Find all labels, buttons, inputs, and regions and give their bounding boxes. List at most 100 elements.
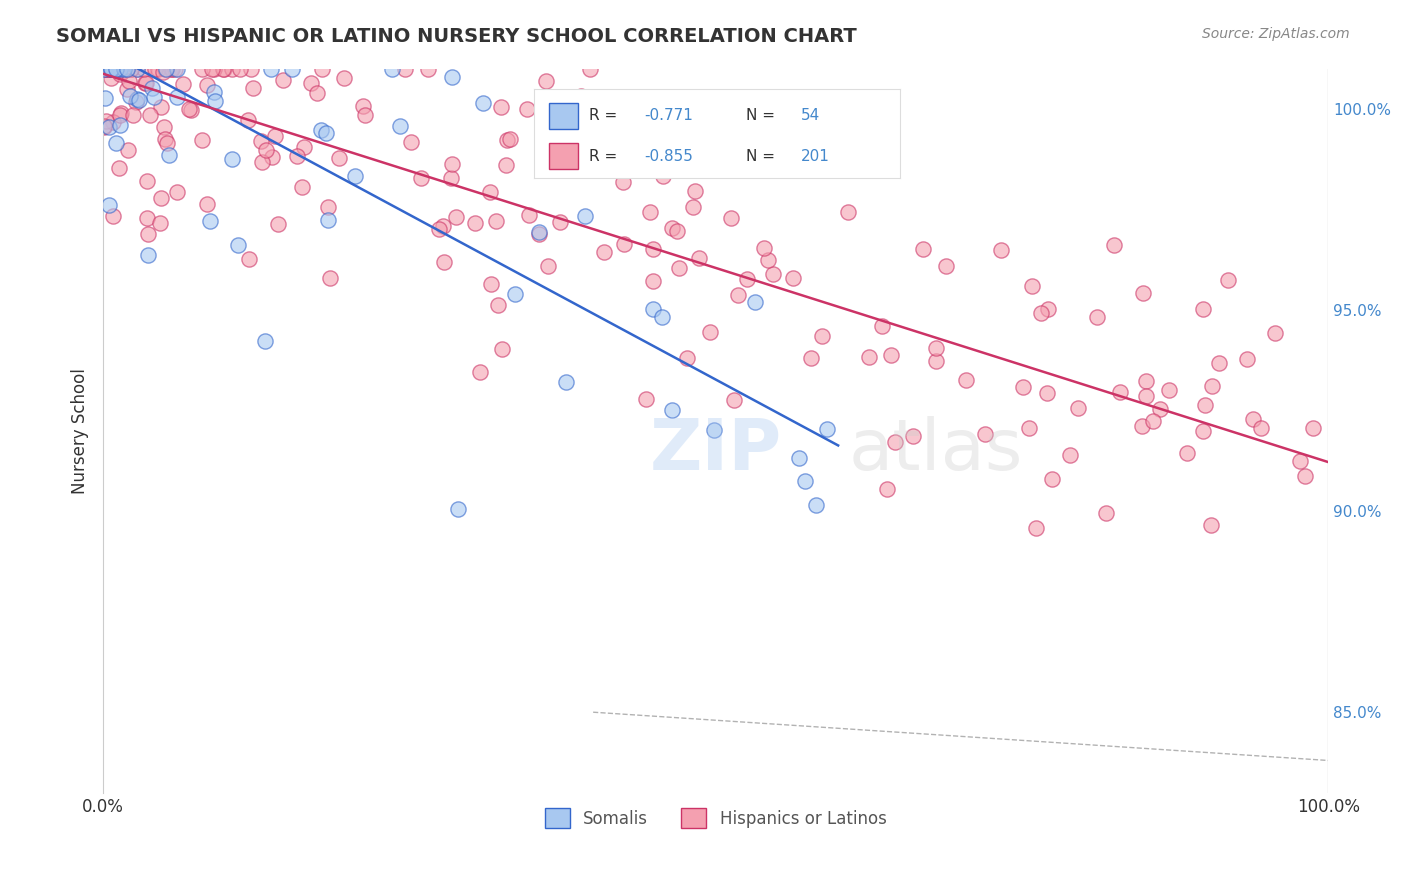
Hispanics or Latinos — [1289, 454, 1312, 468]
Hispanics or Latinos — [636, 392, 658, 406]
Hispanics or Latinos — [884, 434, 907, 449]
Hispanics or Latinos — [93, 119, 115, 133]
Hispanics or Latinos — [433, 255, 456, 269]
Hispanics or Latinos — [699, 325, 721, 339]
Somalis — [381, 62, 404, 76]
Hispanics or Latinos — [1201, 518, 1223, 533]
Hispanics or Latinos — [134, 76, 156, 90]
Hispanics or Latinos — [1040, 472, 1063, 486]
Hispanics or Latinos — [1018, 420, 1040, 434]
Somalis — [202, 85, 225, 99]
Hispanics or Latinos — [668, 260, 690, 275]
Hispanics or Latinos — [136, 227, 159, 241]
Somalis — [128, 93, 150, 107]
Hispanics or Latinos — [762, 267, 785, 281]
Hispanics or Latinos — [614, 124, 637, 138]
Hispanics or Latinos — [495, 158, 517, 172]
Somalis — [100, 62, 122, 76]
Hispanics or Latinos — [810, 329, 832, 343]
Hispanics or Latinos — [1132, 285, 1154, 300]
Hispanics or Latinos — [153, 120, 176, 134]
Hispanics or Latinos — [641, 242, 664, 256]
Hispanics or Latinos — [191, 62, 214, 76]
Somalis — [155, 62, 177, 76]
Somalis — [125, 62, 148, 76]
Hispanics or Latinos — [1085, 310, 1108, 325]
Hispanics or Latinos — [305, 86, 328, 100]
Somalis — [166, 62, 188, 76]
Somalis — [554, 375, 576, 389]
Somalis — [527, 225, 550, 239]
Hispanics or Latinos — [491, 342, 513, 356]
Hispanics or Latinos — [93, 120, 115, 135]
Somalis — [260, 62, 283, 76]
Hispanics or Latinos — [120, 62, 142, 76]
Hispanics or Latinos — [122, 108, 145, 122]
Somalis — [108, 118, 131, 132]
Somalis — [641, 301, 664, 316]
Somalis — [98, 198, 121, 212]
Hispanics or Latinos — [665, 224, 688, 238]
Text: R =: R = — [589, 109, 623, 123]
Hispanics or Latinos — [911, 242, 934, 256]
Hispanics or Latinos — [440, 170, 463, 185]
Hispanics or Latinos — [1149, 402, 1171, 417]
Hispanics or Latinos — [752, 240, 775, 254]
Somalis — [105, 136, 128, 150]
Hispanics or Latinos — [153, 131, 176, 145]
Hispanics or Latinos — [135, 76, 157, 90]
Somalis — [793, 474, 815, 488]
Hispanics or Latinos — [114, 62, 136, 76]
Hispanics or Latinos — [100, 70, 122, 85]
Hispanics or Latinos — [876, 482, 898, 496]
Hispanics or Latinos — [534, 74, 557, 88]
Somalis — [226, 238, 249, 252]
Hispanics or Latinos — [723, 393, 745, 408]
Hispanics or Latinos — [399, 135, 422, 149]
Hispanics or Latinos — [146, 62, 169, 76]
Hispanics or Latinos — [96, 62, 118, 76]
Hispanics or Latinos — [97, 62, 120, 76]
Hispanics or Latinos — [160, 62, 183, 76]
Hispanics or Latinos — [925, 341, 948, 355]
Hispanics or Latinos — [162, 62, 184, 76]
Hispanics or Latinos — [800, 351, 823, 365]
Hispanics or Latinos — [1216, 273, 1239, 287]
Hispanics or Latinos — [688, 251, 710, 265]
Hispanics or Latinos — [858, 351, 880, 365]
Somalis — [789, 451, 811, 466]
Hispanics or Latinos — [229, 62, 252, 76]
Hispanics or Latinos — [108, 62, 131, 76]
Somalis — [574, 209, 596, 223]
Somalis — [309, 123, 332, 137]
Somalis — [112, 62, 135, 76]
Hispanics or Latinos — [354, 108, 377, 122]
Somalis — [204, 94, 226, 108]
Hispanics or Latinos — [409, 171, 432, 186]
Hispanics or Latinos — [1236, 351, 1258, 366]
Hispanics or Latinos — [1130, 419, 1153, 434]
Somalis — [389, 119, 412, 133]
Hispanics or Latinos — [242, 80, 264, 95]
Somalis — [125, 92, 148, 106]
FancyBboxPatch shape — [548, 143, 578, 169]
Hispanics or Latinos — [1036, 302, 1059, 317]
Hispanics or Latinos — [1066, 401, 1088, 415]
Hispanics or Latinos — [221, 62, 243, 76]
Hispanics or Latinos — [195, 78, 218, 92]
Hispanics or Latinos — [94, 113, 117, 128]
Hispanics or Latinos — [292, 140, 315, 154]
Hispanics or Latinos — [446, 211, 468, 225]
Hispanics or Latinos — [720, 211, 742, 226]
Hispanics or Latinos — [1095, 506, 1118, 520]
Hispanics or Latinos — [328, 151, 350, 165]
Hispanics or Latinos — [155, 136, 177, 150]
Hispanics or Latinos — [676, 351, 699, 365]
Somalis — [143, 89, 166, 103]
Hispanics or Latinos — [273, 72, 295, 87]
Hispanics or Latinos — [115, 82, 138, 96]
Hispanics or Latinos — [107, 62, 129, 76]
Somalis — [343, 169, 366, 183]
Hispanics or Latinos — [101, 210, 124, 224]
Hispanics or Latinos — [1241, 412, 1264, 426]
